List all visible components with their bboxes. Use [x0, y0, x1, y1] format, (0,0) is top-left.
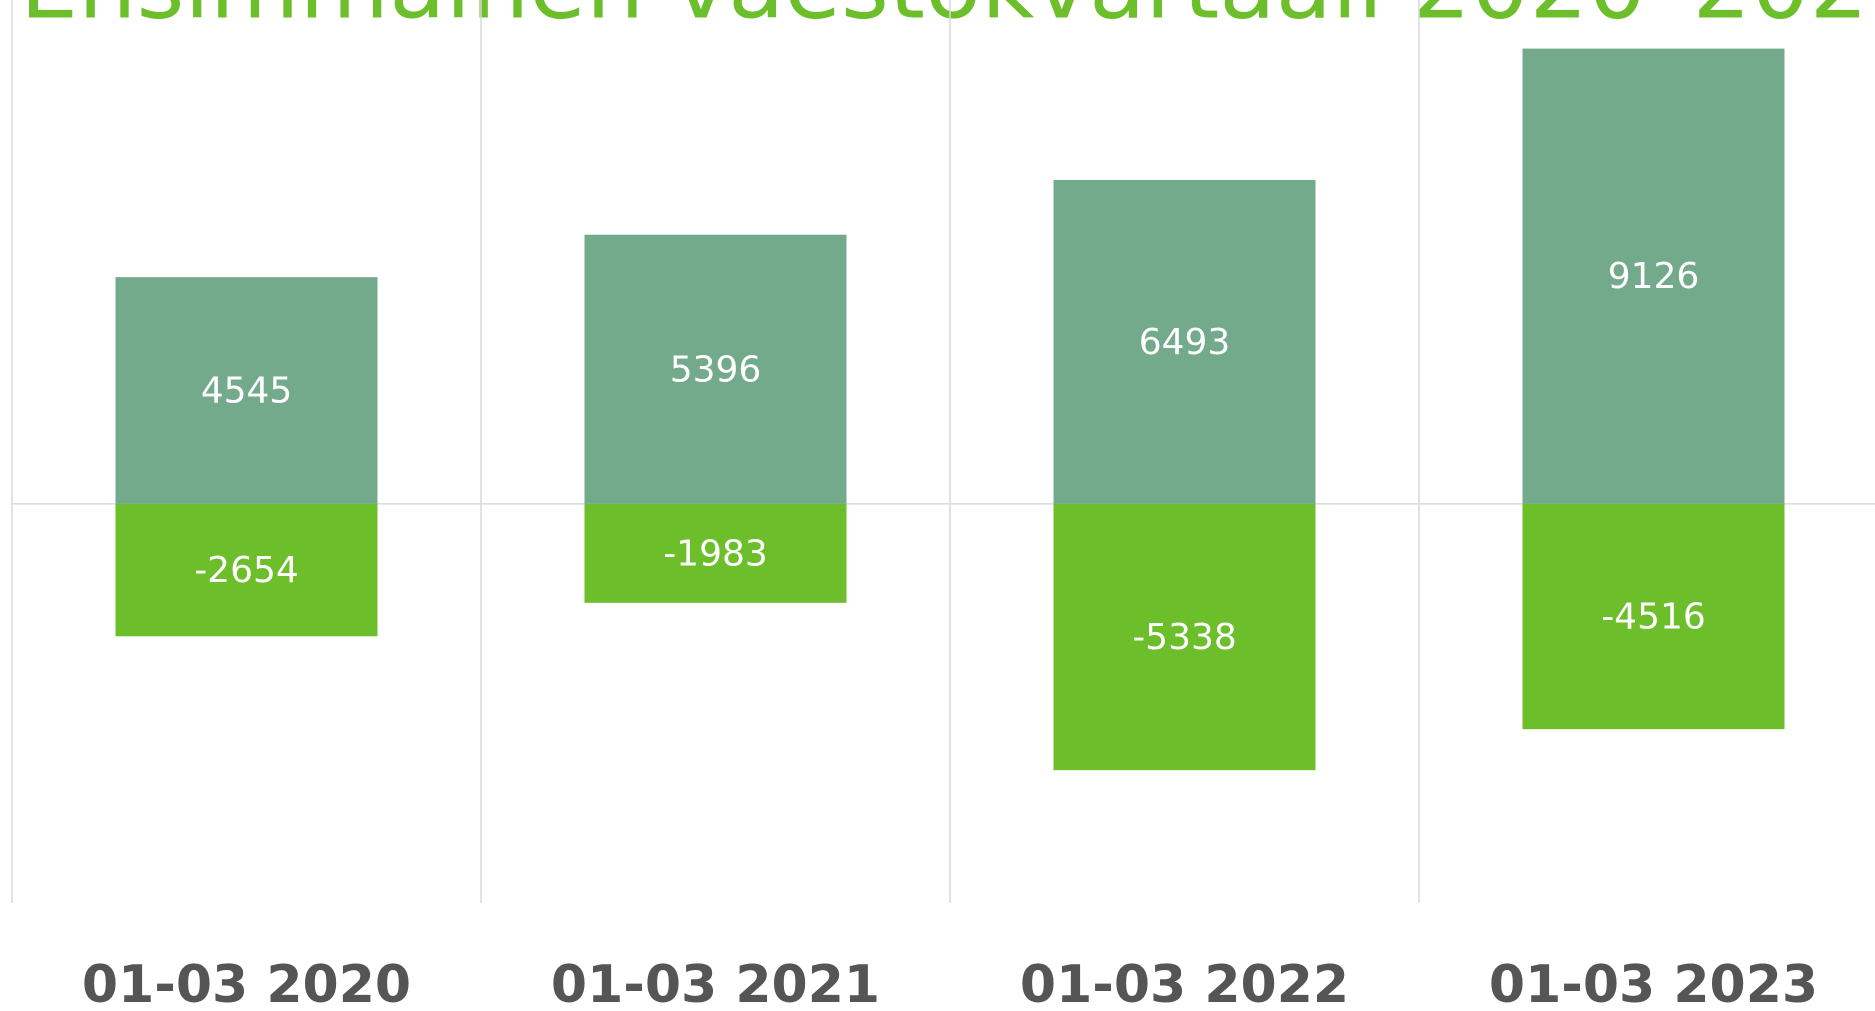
value-label: 9126 — [1608, 256, 1700, 297]
bar — [115, 503, 378, 637]
bar — [1053, 503, 1316, 771]
bar — [584, 234, 847, 504]
bar — [1053, 179, 1316, 504]
bar — [584, 503, 847, 603]
value-label: -5338 — [1132, 617, 1237, 658]
value-label: 5396 — [670, 349, 762, 390]
value-label: -4516 — [1601, 597, 1706, 638]
value-label: 4545 — [201, 371, 293, 412]
value-label: -2654 — [194, 550, 299, 591]
x-tick-label: 01-03 2023 — [1489, 955, 1818, 1011]
chart-title: Ensimmäinen väestökvartaali 2020–2023 — [20, 0, 1875, 39]
x-tick-label: 01-03 2020 — [82, 955, 411, 1011]
bar — [115, 277, 378, 504]
bar — [1522, 503, 1785, 730]
x-tick-label: 01-03 2022 — [1020, 955, 1349, 1011]
value-label: 6493 — [1139, 322, 1231, 363]
bar — [1522, 48, 1785, 504]
value-label: -1983 — [663, 533, 768, 574]
x-tick-label: 01-03 2021 — [551, 955, 880, 1011]
